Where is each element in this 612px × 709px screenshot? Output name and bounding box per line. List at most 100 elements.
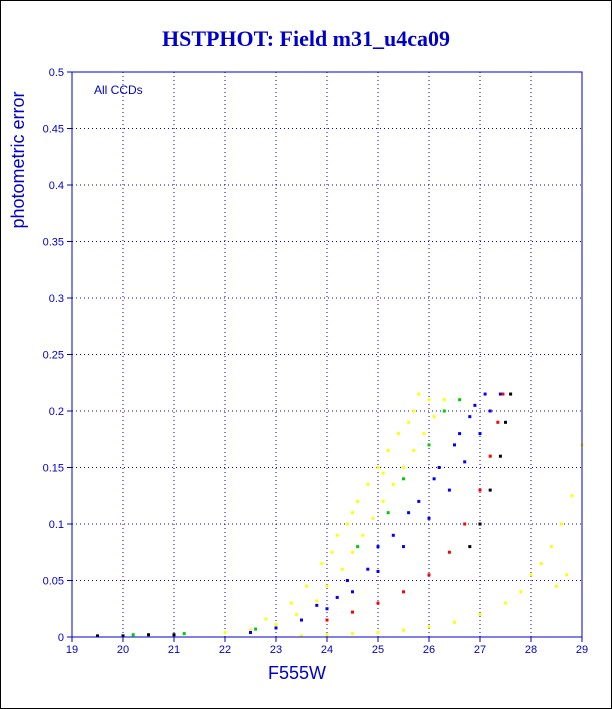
data-point [402, 477, 405, 481]
data-point [325, 584, 329, 588]
data-point [376, 601, 380, 605]
data-point [294, 612, 298, 616]
data-point [96, 634, 99, 638]
data-point [376, 569, 380, 573]
data-point [417, 392, 421, 396]
data-point [555, 584, 558, 588]
data-point [345, 522, 349, 526]
data-point [340, 567, 344, 571]
data-point [254, 627, 258, 631]
data-point [478, 522, 482, 526]
data-point [478, 432, 482, 436]
data-point [427, 443, 431, 447]
data-point [249, 628, 252, 632]
data-point [376, 630, 380, 634]
data-point [427, 398, 431, 402]
data-point [335, 595, 339, 599]
x-tick-label: 21 [168, 644, 180, 656]
x-tick-label: 19 [66, 644, 78, 656]
data-point [488, 488, 492, 492]
data-point [498, 392, 502, 396]
data-point [458, 398, 462, 402]
y-tick-label: 0.5 [49, 67, 64, 79]
data-point [325, 618, 329, 622]
data-point [300, 618, 303, 622]
data-point [249, 630, 252, 634]
x-axis-label: F555W [268, 663, 326, 683]
data-point [325, 607, 329, 611]
data-point [351, 550, 354, 554]
x-tick-label: 20 [117, 644, 129, 656]
data-point [504, 601, 507, 605]
data-point [351, 610, 354, 614]
data-point [422, 432, 426, 436]
data-points [96, 392, 584, 638]
y-tick-label: 0.2 [49, 406, 64, 418]
y-tick-label: 0.25 [43, 350, 64, 362]
y-tick-label: 0.1 [49, 519, 64, 531]
y-tick-label: 0 [58, 632, 64, 644]
axis-ticks: 19 20 21 22 23 24 25 26 27 28 29 0 0.05 0.1 0.15 0.2 0.2… [43, 67, 589, 656]
data-point [274, 623, 278, 627]
data-point [483, 392, 487, 396]
data-point [315, 603, 319, 607]
data-point [498, 454, 502, 458]
y-tick-label: 0.15 [43, 463, 64, 475]
data-point [496, 420, 500, 424]
data-point [458, 432, 462, 436]
data-point [417, 499, 421, 503]
data-point [381, 499, 385, 503]
data-point [432, 477, 436, 481]
y-tick-label: 0.45 [43, 124, 64, 136]
data-point [351, 511, 354, 515]
data-point [442, 398, 446, 402]
data-point [468, 415, 472, 419]
data-point [488, 409, 492, 413]
data-point [300, 634, 303, 638]
y-axis-label: photometric error [8, 91, 28, 228]
data-point [501, 392, 505, 396]
data-point [453, 443, 456, 447]
data-point [351, 632, 354, 636]
chart-title: HSTPHOT: Field m31_u4ca09 [161, 26, 451, 51]
data-point [391, 533, 395, 537]
data-point [488, 454, 492, 458]
data-point [289, 601, 293, 605]
x-tick-label: 29 [576, 644, 588, 656]
data-point [315, 599, 319, 603]
data-point [412, 409, 416, 413]
data-point [402, 628, 405, 632]
data-point [320, 562, 324, 566]
data-point [468, 545, 472, 549]
data-point [381, 471, 385, 475]
data-point [453, 620, 456, 624]
data-point [529, 573, 533, 577]
data-point [121, 634, 125, 638]
data-point [356, 545, 360, 549]
data-point [407, 420, 411, 424]
grid [72, 72, 582, 637]
data-point [396, 432, 400, 436]
data-point [504, 420, 507, 424]
data-point [478, 612, 482, 616]
data-point [539, 562, 543, 566]
y-tick-label: 0.05 [43, 576, 64, 588]
data-point [519, 590, 523, 594]
data-point [386, 449, 390, 453]
data-point [376, 545, 380, 549]
data-point [325, 633, 329, 637]
data-point [274, 626, 278, 630]
data-point [437, 466, 441, 469]
data-point [366, 567, 370, 571]
data-point [402, 590, 405, 594]
data-point [305, 584, 309, 588]
data-point [182, 632, 186, 636]
data-point [549, 545, 553, 549]
x-tick-label: 23 [270, 644, 282, 656]
data-point [361, 533, 365, 537]
data-point [560, 522, 564, 526]
data-point [427, 516, 431, 520]
data-point [463, 522, 467, 526]
x-tick-label: 28 [525, 644, 537, 656]
